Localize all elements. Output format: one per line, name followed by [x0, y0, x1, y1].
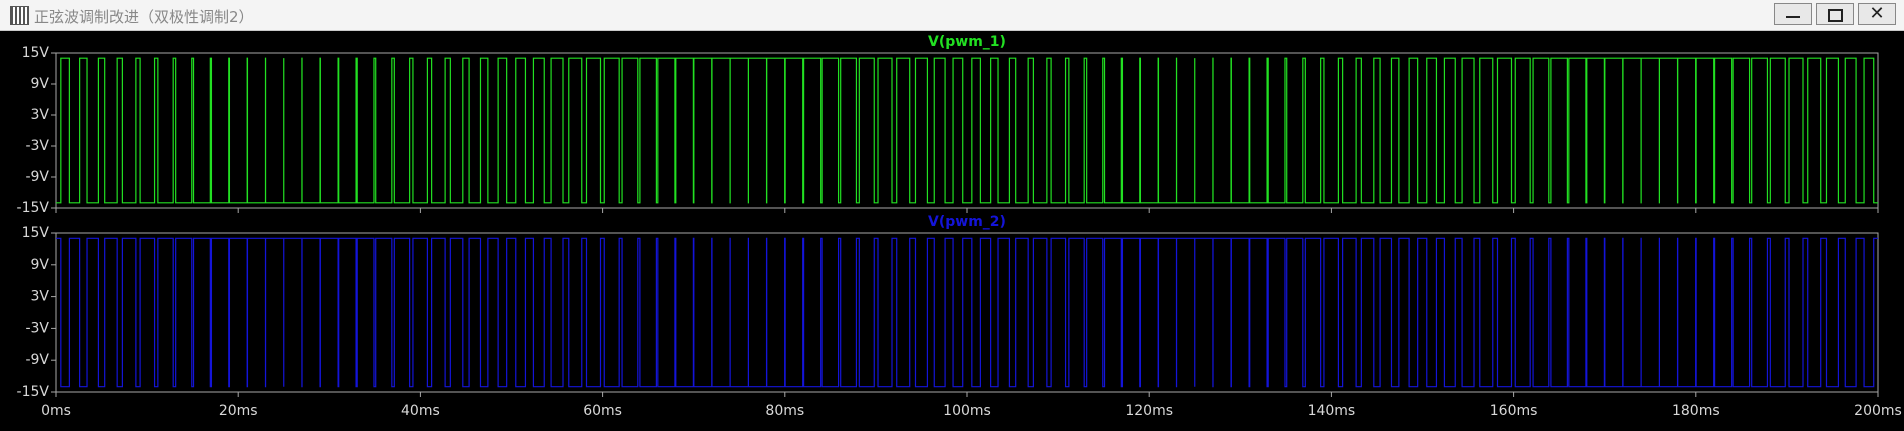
- y-tick-label: -9V: [25, 352, 49, 368]
- y-tick-label: -15V: [17, 384, 50, 400]
- minimize-button[interactable]: [1774, 3, 1812, 25]
- x-tick-label: 160ms: [1490, 403, 1538, 419]
- series-line: [56, 237, 1878, 388]
- y-tick-label: 15V: [22, 45, 50, 61]
- x-tick-label: 200ms: [1854, 403, 1902, 419]
- x-tick-label: 60ms: [583, 403, 622, 419]
- y-tick-label: -3V: [25, 138, 49, 154]
- y-tick-label: 15V: [22, 225, 50, 241]
- y-tick-label: -9V: [25, 169, 49, 185]
- y-tick-label: -15V: [17, 200, 50, 216]
- x-tick-label: 180ms: [1672, 403, 1720, 419]
- x-tick-label: 80ms: [765, 403, 804, 419]
- y-tick-label: 9V: [31, 76, 50, 92]
- series-title: V(pwm_2): [928, 214, 1006, 230]
- x-tick-label: 140ms: [1308, 403, 1356, 419]
- title-bar: 正弦波调制改进（双极性调制2） ✕: [0, 0, 1904, 31]
- x-tick-label: 20ms: [219, 403, 258, 419]
- plot-background: [0, 31, 1904, 431]
- x-tick-label: 0ms: [41, 403, 71, 419]
- y-tick-label: 3V: [31, 289, 50, 305]
- window-icon: [10, 6, 29, 25]
- window-title: 正弦波调制改进（双极性调制2）: [34, 8, 254, 26]
- series-line: [56, 57, 1878, 204]
- maximize-button[interactable]: [1816, 3, 1854, 25]
- x-tick-label: 120ms: [1125, 403, 1173, 419]
- close-button[interactable]: ✕: [1858, 3, 1896, 25]
- x-tick-label: 40ms: [401, 403, 440, 419]
- y-tick-label: 9V: [31, 257, 50, 273]
- y-tick-label: 3V: [31, 107, 50, 123]
- plot-window: -15V -9V -3V 3V 9V 15V V(pwm_1) -15V -9V -3V 3V 9V 1…: [0, 31, 1904, 431]
- x-tick-label: 100ms: [943, 403, 991, 419]
- series-title: V(pwm_1): [928, 34, 1006, 50]
- y-tick-label: -3V: [25, 320, 49, 336]
